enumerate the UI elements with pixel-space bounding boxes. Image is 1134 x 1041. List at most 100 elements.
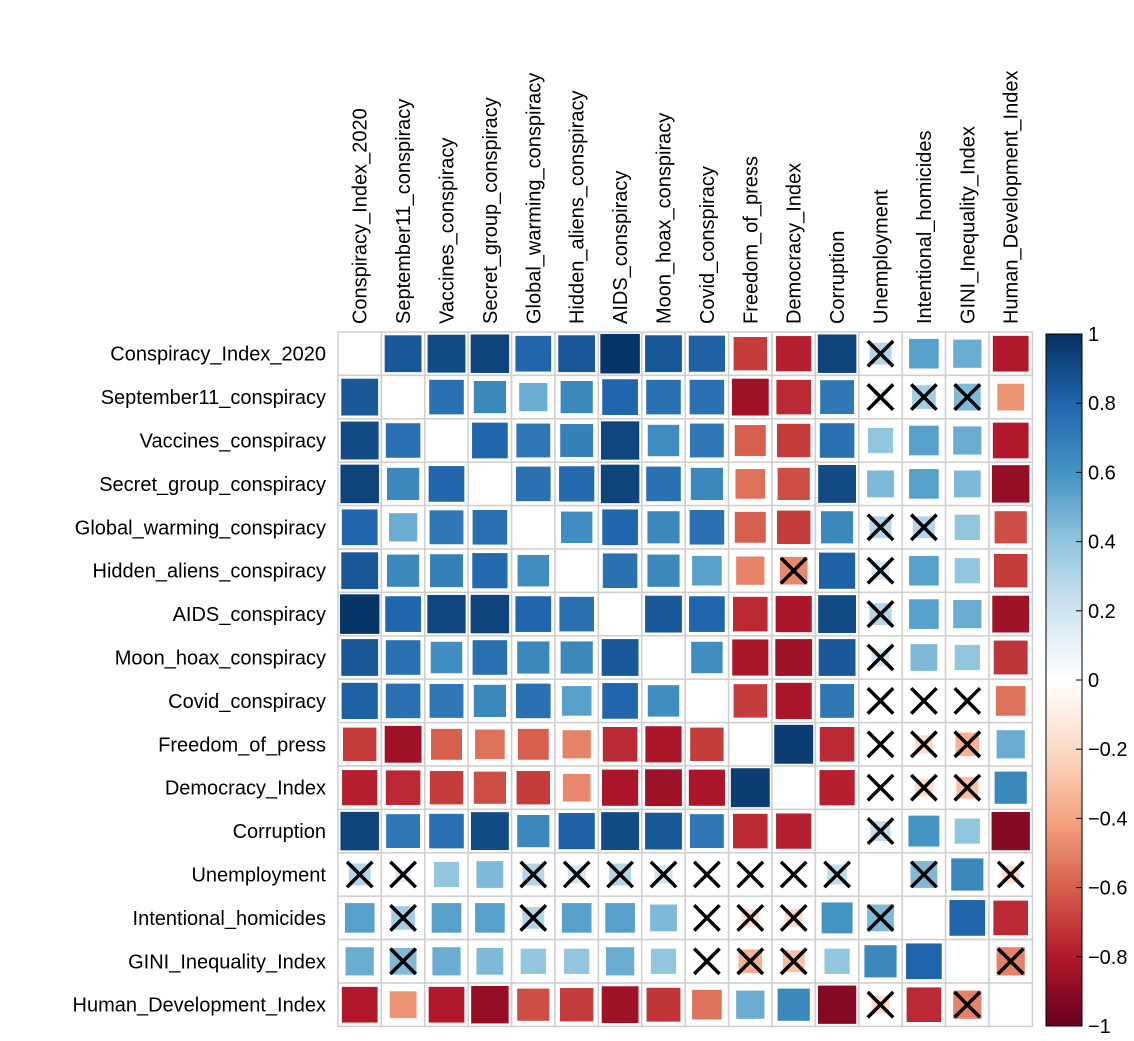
column-label: Hidden_aliens_conspiracy — [567, 91, 589, 324]
correlation-square — [650, 904, 677, 932]
colorbar-tick-label: 0 — [1088, 670, 1099, 692]
correlation-square — [689, 379, 725, 415]
correlation-square — [432, 947, 461, 976]
correlation-square — [910, 644, 938, 671]
correlation-square — [433, 861, 460, 888]
correlation-square — [821, 902, 853, 934]
correlation-square — [429, 770, 464, 805]
correlation-square — [519, 382, 548, 412]
correlation-square — [428, 466, 465, 502]
correlation-square — [692, 989, 722, 1020]
correlation-square — [341, 639, 379, 676]
correlation-square — [385, 770, 421, 805]
correlation-square — [819, 727, 855, 762]
correlation-square — [733, 813, 768, 849]
correlation-square — [733, 596, 768, 632]
correlation-square — [650, 948, 677, 974]
grid-cell — [337, 331, 383, 377]
correlation-square — [560, 511, 593, 544]
colorbar-tick-label: 0.4 — [1088, 532, 1116, 554]
correlation-square — [645, 595, 682, 633]
correlation-square — [951, 858, 984, 891]
column-label: September11_conspiracy — [393, 99, 415, 324]
colorbar-tick-label: −0.8 — [1088, 947, 1127, 969]
colorbar-tick-label: 0.8 — [1088, 393, 1116, 415]
correlation-square — [427, 594, 466, 634]
insignificant-cross — [866, 600, 895, 629]
correlation-square — [387, 467, 420, 500]
grid-cell — [944, 938, 990, 984]
correlation-square — [561, 903, 592, 933]
correlation-square — [647, 511, 680, 544]
correlation-square — [819, 552, 856, 589]
correlation-square — [994, 771, 1027, 804]
correlation-square — [953, 426, 982, 455]
correlation-square — [520, 948, 546, 974]
correlation-square — [389, 991, 417, 1019]
row-label: Covid_conspiracy — [168, 691, 326, 713]
correlation-square — [906, 943, 942, 980]
column-labels: Conspiracy_Index_2020 September11_conspir… — [350, 71, 1023, 324]
correlation-square — [517, 988, 550, 1021]
correlation-square — [820, 683, 855, 718]
row-label: Moon_hoax_conspiracy — [115, 648, 326, 670]
insignificant-cross — [866, 556, 895, 585]
correlation-square — [517, 641, 550, 674]
correlation-square — [600, 333, 640, 374]
correlation-square — [429, 813, 464, 849]
colorbar-tick-label: −0.2 — [1088, 739, 1127, 761]
correlation-square — [517, 728, 549, 760]
grid-cell — [684, 678, 730, 724]
correlation-square — [817, 985, 857, 1024]
correlation-square — [385, 423, 421, 458]
insignificant-cross — [649, 860, 678, 889]
grid-cell — [641, 635, 686, 680]
correlation-square — [645, 812, 682, 850]
correlation-square — [385, 640, 421, 675]
row-label: Secret_group_conspiracy — [99, 474, 326, 496]
colorbar-tick-label: −0.4 — [1088, 808, 1127, 830]
insignificant-cross — [736, 947, 765, 976]
correlation-square — [427, 334, 466, 373]
correlation-square — [473, 684, 506, 717]
correlation-square — [991, 811, 1030, 851]
correlation-square — [602, 683, 638, 719]
insignificant-cross — [866, 383, 895, 412]
correlation-square — [824, 948, 850, 974]
correlation-square — [776, 336, 812, 372]
correlation-square — [993, 640, 1028, 675]
column-label: Vaccines_conspiracy — [437, 138, 459, 324]
correlation-square — [342, 727, 377, 762]
correlation-square — [341, 682, 378, 719]
correlation-square — [818, 595, 857, 634]
correlation-square — [992, 422, 1029, 459]
correlation-square — [473, 771, 506, 804]
correlation-square — [993, 553, 1028, 588]
column-label: Global_warming_conspiracy — [523, 73, 545, 324]
correlation-square — [600, 464, 640, 504]
correlation-square — [777, 988, 810, 1021]
correlation-square — [340, 464, 379, 504]
correlation-square — [992, 335, 1029, 372]
column-label: AIDS_conspiracy — [610, 171, 632, 324]
insignificant-cross — [996, 860, 1025, 889]
row-label: AIDS_conspiracy — [173, 604, 326, 626]
correlation-square — [689, 814, 724, 849]
column-label: Freedom_of_press — [740, 156, 762, 324]
correlation-square — [387, 554, 420, 587]
correlation-square — [953, 599, 982, 629]
correlation-square — [909, 599, 939, 629]
correlation-square — [388, 513, 418, 542]
correlation-square — [515, 335, 552, 372]
correlation-square — [692, 555, 722, 586]
correlation-square — [646, 379, 681, 415]
correlation-square — [995, 686, 1026, 716]
correlation-square — [992, 595, 1030, 633]
heatmap-cells — [337, 331, 1034, 1028]
correlation-square — [472, 510, 508, 545]
grid-cell — [554, 548, 600, 594]
correlation-square — [431, 728, 462, 760]
row-label: Human_Development_Index — [73, 995, 327, 1017]
correlation-square — [867, 470, 894, 498]
